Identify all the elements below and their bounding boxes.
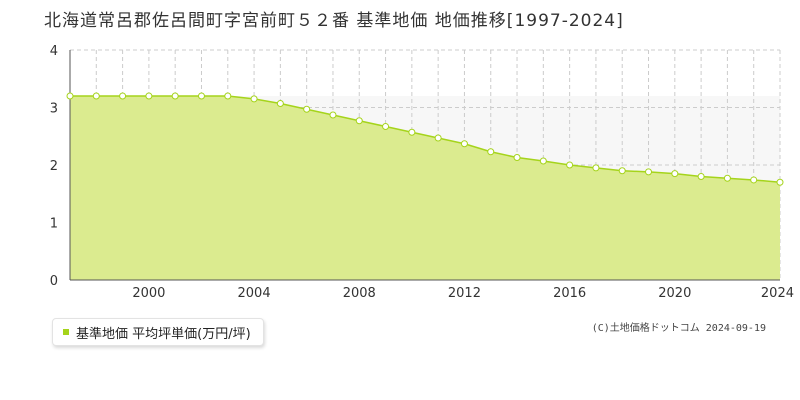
x-tick-label: 2016 [553,286,586,301]
data-point [513,154,521,162]
data-point [197,92,205,100]
x-tick-label: 2004 [238,286,271,301]
data-point [645,168,653,176]
y-tick-label: 2 [50,159,58,174]
chart-legend[interactable]: 基準地価 平均坪単価(万円/坪) [52,318,264,346]
data-point [671,170,679,178]
data-point [487,148,495,156]
data-point [382,122,390,130]
data-point [276,99,284,107]
data-point [697,173,705,180]
data-point [66,92,74,100]
data-point [145,92,153,100]
data-point [303,105,311,113]
chart-points [66,92,784,186]
chart-area-fill [70,96,780,280]
x-tick-label: 2000 [132,286,165,301]
data-point [434,134,442,142]
data-point [566,161,574,169]
data-point [250,95,258,103]
legend-label: 基準地価 平均坪単価(万円/坪) [76,326,251,342]
data-point [171,92,179,100]
x-tick-label: 2008 [343,286,376,301]
y-tick-label: 1 [50,217,58,232]
data-point [750,176,758,184]
data-point [92,92,100,100]
y-tick-label: 0 [50,274,58,289]
data-point [539,157,547,165]
data-point [618,167,626,175]
y-tick-label: 3 [50,102,58,117]
chart-axes [69,50,780,281]
x-tick-label: 2024 [761,286,794,301]
x-tick-label: 2012 [448,286,481,301]
data-point [460,140,468,148]
chart-tick-labels: 0 1 2 3 4 2000 2004 2008 2012 2016 2020 2024 [50,44,794,301]
chart-series-line [70,95,781,183]
data-point [355,117,363,125]
data-point [592,164,600,172]
data-point [224,92,232,100]
data-point [408,128,416,136]
legend-swatch-icon [63,329,69,335]
data-point [119,92,127,100]
page-title: 北海道常呂郡佐呂間町字宮前町５２番 基準地価 地価推移[1997-2024] [44,11,624,31]
copyright-credit: (C)土地価格ドットコム 2024-09-19 [591,323,766,334]
data-point [776,178,784,186]
x-tick-label: 2020 [658,286,691,301]
data-point [723,174,731,182]
data-point [329,111,337,119]
y-tick-label: 4 [50,44,58,59]
